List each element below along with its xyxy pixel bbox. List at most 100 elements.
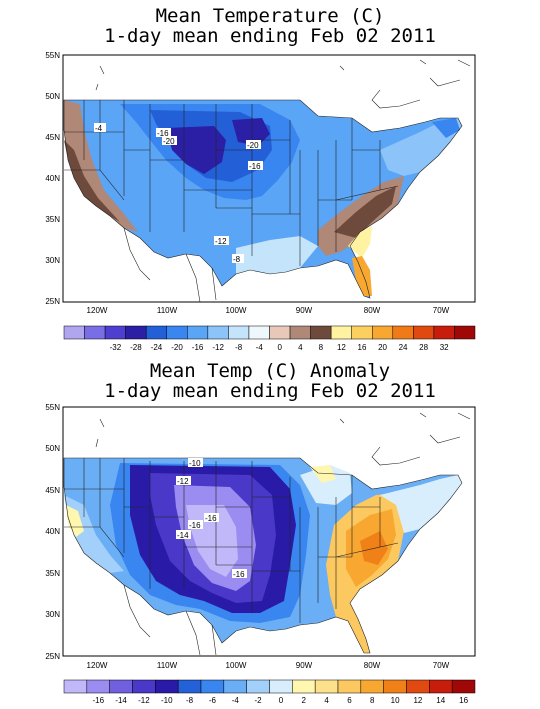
legend-tick-label: -10 [161, 696, 173, 705]
legend-swatch [177, 679, 202, 694]
legend-swatch [200, 679, 225, 694]
legend-tick-label: 32 [440, 343, 449, 352]
neighbor-coastlines [95, 412, 471, 656]
legend-tick-label: -12 [138, 696, 150, 705]
legend-swatch [429, 679, 453, 694]
legend-swatch [63, 679, 88, 694]
georgia-mild [348, 226, 372, 258]
map-area: -10 -12 -16 -16 -14 -16 [62, 406, 476, 657]
legend-swatch [155, 679, 179, 694]
legend-swatch [86, 679, 110, 694]
legend-tick-label: -8 [235, 343, 243, 352]
great-lakes-near-normal [300, 465, 352, 505]
legend-swatch [292, 679, 316, 694]
legend-tick-label: 12 [337, 343, 346, 352]
california-warm-anomaly [66, 505, 84, 537]
legend-swatch [145, 325, 167, 340]
color-legend: -32 -28 -24 -20 -16 -12 -8 -4 0 4 8 12 16 20 24 28 32 [63, 325, 476, 352]
legend-tick-label: -24 [151, 343, 163, 352]
lon-tick-label: 110W [157, 306, 178, 315]
latitude-axis: 55N 50N 45N 40N 35N 30N 25N [45, 51, 60, 306]
lat-tick-label: 55N [45, 51, 60, 60]
coldest-region-east [232, 118, 270, 146]
lat-tick-label: 50N [45, 92, 60, 101]
legend-tick-label: 24 [399, 343, 408, 352]
lon-tick-label: 80W [364, 306, 381, 315]
legend-swatch [337, 679, 362, 694]
legend-swatch [84, 325, 106, 340]
legend-tick-label: 10 [391, 696, 400, 705]
map-frame [62, 406, 476, 657]
state-borders [63, 457, 463, 654]
maine-cold [432, 118, 460, 138]
legend-tick-label: -8 [186, 696, 194, 705]
lat-tick-label: 45N [45, 486, 60, 495]
map-subtitle: 1-day mean ending Feb 02 2011 [104, 25, 436, 47]
legend-swatch [269, 325, 291, 340]
legend-swatch [166, 325, 188, 340]
legend-tick-label: 4 [298, 343, 303, 352]
legend-tick-label: 6 [347, 696, 352, 705]
map-title: Mean Temp (C) Anomaly [149, 360, 391, 382]
legend-tick-label: -2 [255, 696, 263, 705]
legend-tick-label: 14 [436, 696, 445, 705]
contour-label: -16 [233, 570, 245, 579]
legend-tick-label: 0 [279, 696, 284, 705]
lon-tick-label: 90W [296, 306, 313, 315]
carolina-warmest-anomaly [360, 531, 388, 565]
contour-label: -16 [249, 162, 261, 171]
legend-swatch [187, 325, 209, 340]
legend-tick-label: -28 [130, 343, 142, 352]
longitude-axis: 120W 110W 100W 90W 80W 70W [87, 661, 450, 670]
legend-swatch [383, 679, 407, 694]
map-area: -4 -16 -20 -20 -16 -12 -8 [62, 54, 476, 303]
contour-label: -16 [157, 129, 169, 138]
legend-swatch [330, 325, 352, 340]
map-subtitle: 1-day mean ending Feb 02 2011 [104, 380, 436, 402]
contour-label: -16 [189, 521, 201, 530]
lat-tick-label: 30N [45, 610, 60, 619]
contour-label: -20 [247, 141, 259, 150]
map-title: Mean Temperature (C) [155, 5, 385, 27]
legend-tick-label: 0 [278, 343, 283, 352]
legend-swatch [246, 679, 270, 694]
legend-swatch [351, 325, 373, 340]
lat-tick-label: 40N [45, 527, 60, 536]
legend-swatch [104, 325, 126, 340]
latitude-axis: 55N 50N 45N 40N 35N 30N 25N [45, 403, 60, 661]
legend-swatch [248, 325, 270, 340]
legend-swatch [360, 679, 384, 694]
legend-swatch [451, 679, 476, 694]
lat-tick-label: 40N [45, 174, 60, 183]
coldest-region [166, 126, 226, 174]
lat-tick-label: 35N [45, 215, 60, 224]
northeast-near-normal [380, 475, 462, 533]
lon-tick-label: 70W [433, 306, 450, 315]
legend-tick-label: -6 [209, 696, 217, 705]
california-warm [64, 140, 120, 222]
legend-tick-label: 2 [302, 696, 307, 705]
lat-tick-label: 45N [45, 133, 60, 142]
legend-tick-label: 16 [459, 696, 468, 705]
legend-swatch [125, 325, 147, 340]
map-frame [62, 54, 476, 303]
lat-tick-label: 35N [45, 569, 60, 578]
contour-label: -12 [215, 237, 227, 246]
contour-label: -20 [163, 137, 175, 146]
legend-tick-label: -4 [256, 343, 264, 352]
lat-tick-label: 55N [45, 403, 60, 412]
legend-tick-label: -12 [212, 343, 224, 352]
legend-swatch [109, 679, 133, 694]
lon-tick-label: 80W [364, 661, 381, 670]
neighbor-coastlines [95, 59, 471, 303]
legend-tick-label: 28 [419, 343, 428, 352]
legend-tick-label: 8 [370, 696, 375, 705]
legend-swatch [372, 325, 394, 340]
legend-tick-label: 12 [413, 696, 422, 705]
legend-swatch [392, 325, 414, 340]
mean-temperature-panel: Mean Temperature (C) 1-day mean ending F… [45, 5, 476, 352]
legend-swatch [454, 325, 476, 340]
contour-label: -4 [95, 124, 103, 133]
contour-labels: -4 -16 -20 -20 -16 -12 -8 [94, 123, 263, 264]
lon-tick-label: 70W [433, 661, 450, 670]
